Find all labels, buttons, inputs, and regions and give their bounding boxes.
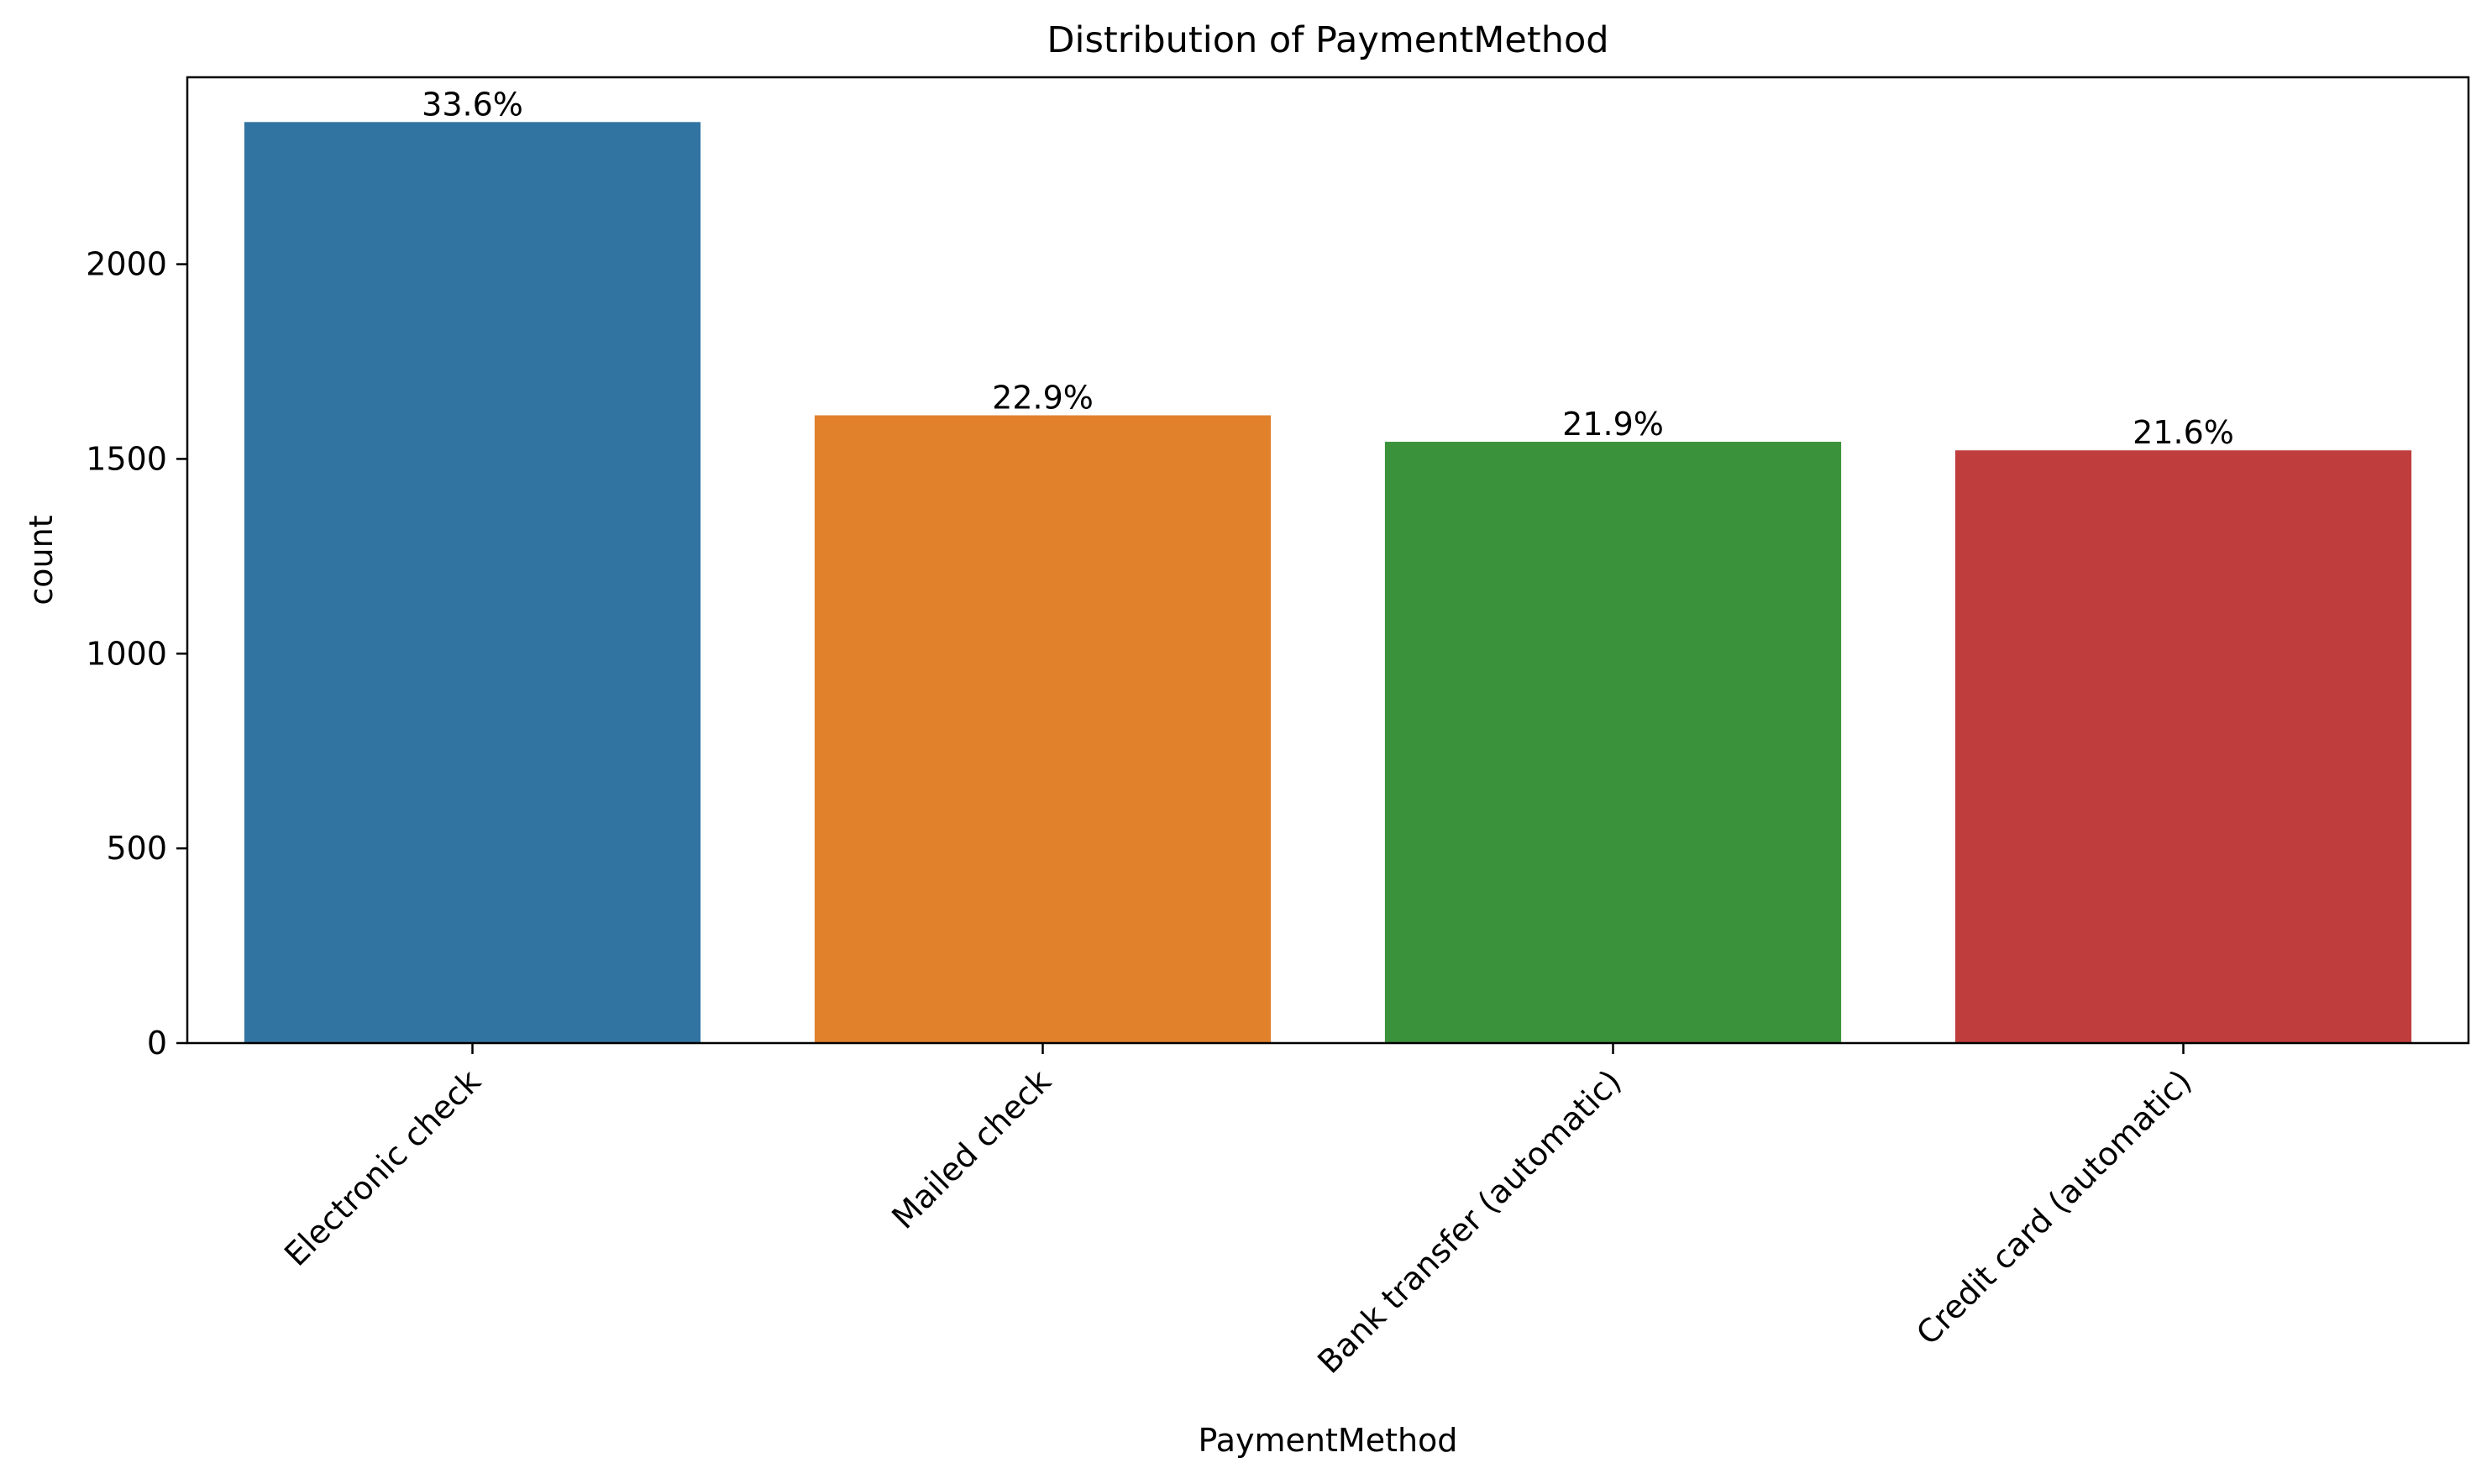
bars-layer xyxy=(244,122,2412,1043)
x-axis-title: PaymentMethod xyxy=(1199,1422,1458,1459)
y-tick-label-3: 1500 xyxy=(86,440,167,477)
plot-frame xyxy=(186,76,2470,1045)
bar-0 xyxy=(244,122,701,1043)
y-tick-label-1: 500 xyxy=(106,830,167,867)
data-label-1: 22.9% xyxy=(992,380,1094,417)
data-label-2: 21.9% xyxy=(1562,406,1664,443)
x-tick-label-0: Electronic check xyxy=(277,1062,488,1273)
x-tick-label-3: Credit card (automatic) xyxy=(1909,1062,2199,1352)
bar-1 xyxy=(814,415,1272,1043)
x-axis: Electronic check Mailed check Bank transfe… xyxy=(277,1043,2199,1381)
chart-title: Distribution of PaymentMethod xyxy=(1047,19,1608,61)
y-tick-label-4: 2000 xyxy=(86,246,167,283)
bar-3 xyxy=(1954,450,2412,1043)
data-label-0: 33.6% xyxy=(422,86,523,123)
bar-2 xyxy=(1384,442,1842,1043)
data-labels-layer: 33.6% 22.9% 21.9% 21.6% xyxy=(422,86,2234,451)
y-tick-label-2: 1000 xyxy=(86,635,167,672)
y-axis: 0 500 1000 1500 2000 xyxy=(86,246,187,1062)
y-axis-title: count xyxy=(23,515,60,605)
y-tick-label-0: 0 xyxy=(147,1025,167,1062)
x-tick-label-2: Bank transfer (automatic) xyxy=(1310,1062,1629,1381)
x-tick-label-1: Mailed check xyxy=(884,1062,1057,1235)
data-label-3: 21.6% xyxy=(2133,414,2234,451)
